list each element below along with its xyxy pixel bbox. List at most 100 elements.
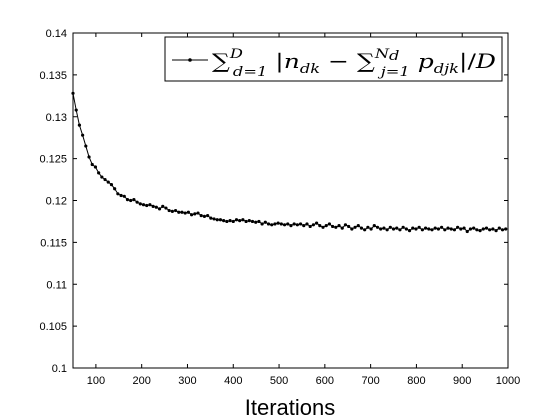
data-point bbox=[282, 223, 287, 227]
data-point bbox=[430, 228, 434, 232]
data-point bbox=[254, 220, 258, 224]
data-point bbox=[305, 222, 309, 226]
data-point bbox=[391, 227, 396, 231]
data-point bbox=[244, 219, 248, 224]
data-point bbox=[164, 206, 168, 210]
data-point bbox=[151, 204, 155, 208]
data-point bbox=[465, 229, 469, 234]
data-point bbox=[395, 226, 399, 230]
data-point bbox=[170, 209, 174, 213]
data-point bbox=[308, 224, 312, 229]
x-tick-label: 1000 bbox=[496, 375, 520, 387]
x-tick-label: 400 bbox=[224, 375, 242, 387]
data-point bbox=[340, 226, 344, 230]
data-point bbox=[113, 187, 117, 191]
data-point bbox=[247, 219, 251, 223]
data-point bbox=[414, 227, 418, 231]
data-point bbox=[427, 227, 431, 231]
series-layer bbox=[71, 91, 508, 234]
data-point bbox=[398, 228, 402, 232]
x-axis-ticks: 100 200 300 400 500 600 700 800 900 1000 bbox=[87, 33, 520, 387]
data-point bbox=[385, 228, 389, 232]
y-tick-label: 0.11 bbox=[46, 279, 67, 291]
data-point bbox=[289, 224, 293, 228]
data-point bbox=[263, 220, 267, 224]
data-point bbox=[90, 162, 94, 167]
data-point bbox=[334, 225, 338, 229]
data-point bbox=[436, 227, 440, 231]
data-point bbox=[462, 226, 466, 230]
data-point bbox=[154, 205, 158, 209]
data-point bbox=[84, 144, 88, 148]
data-point bbox=[225, 219, 229, 224]
data-point bbox=[456, 225, 460, 229]
y-tick-label: 0.125 bbox=[39, 154, 67, 166]
data-point bbox=[292, 222, 296, 226]
data-point bbox=[196, 211, 200, 215]
y-tick-label: 0.105 bbox=[39, 321, 67, 333]
data-point bbox=[202, 214, 207, 219]
data-point bbox=[116, 192, 120, 196]
data-point bbox=[359, 226, 364, 230]
data-point bbox=[193, 212, 197, 216]
data-point bbox=[318, 224, 322, 228]
data-point bbox=[215, 218, 219, 222]
data-point bbox=[270, 223, 274, 227]
data-point bbox=[356, 224, 360, 228]
x-tick-label: 700 bbox=[361, 375, 379, 387]
data-point bbox=[234, 218, 239, 222]
data-point bbox=[478, 229, 482, 233]
data-point bbox=[475, 228, 479, 232]
y-axis-ticks: 0.1 0.105 0.11 0.115 0.12 0.125 0.13 0.135 0.14 bbox=[39, 28, 508, 375]
data-point bbox=[315, 221, 319, 225]
data-point bbox=[372, 224, 376, 228]
legend-box bbox=[164, 36, 503, 82]
data-point bbox=[411, 226, 415, 230]
data-point bbox=[331, 224, 335, 229]
x-tick-label: 500 bbox=[270, 375, 288, 387]
data-point bbox=[135, 200, 139, 204]
data-point bbox=[337, 224, 341, 228]
data-point bbox=[324, 224, 328, 228]
data-point bbox=[161, 204, 165, 208]
data-point bbox=[459, 227, 463, 231]
data-point bbox=[145, 203, 149, 208]
data-point bbox=[321, 225, 325, 229]
data-point bbox=[157, 207, 162, 211]
data-point bbox=[228, 219, 232, 223]
x-tick-label: 100 bbox=[87, 375, 105, 387]
data-point bbox=[209, 216, 213, 220]
data-point bbox=[369, 227, 373, 231]
y-tick-label: 0.135 bbox=[39, 70, 67, 82]
y-tick-label: 0.14 bbox=[46, 28, 67, 40]
data-point bbox=[231, 219, 235, 224]
data-point bbox=[286, 222, 290, 226]
x-axis-title: Iterations bbox=[245, 395, 336, 420]
data-point bbox=[504, 227, 508, 231]
data-point bbox=[125, 198, 130, 202]
data-point bbox=[81, 133, 85, 137]
data-point bbox=[302, 224, 306, 228]
data-point bbox=[279, 222, 283, 226]
data-point bbox=[93, 165, 98, 169]
data-point bbox=[238, 219, 242, 223]
data-point bbox=[173, 208, 178, 213]
data-point bbox=[433, 226, 437, 230]
data-point bbox=[122, 194, 126, 198]
data-point bbox=[407, 229, 412, 233]
data-point bbox=[106, 180, 110, 184]
data-point bbox=[103, 177, 107, 182]
data-point bbox=[401, 225, 405, 229]
data-point bbox=[250, 219, 255, 224]
data-point bbox=[350, 227, 354, 231]
data-point bbox=[449, 227, 453, 231]
data-point bbox=[109, 182, 114, 187]
data-point bbox=[472, 226, 476, 230]
series-line bbox=[72, 93, 506, 233]
data-point bbox=[266, 222, 271, 226]
x-tick-label: 200 bbox=[133, 375, 151, 387]
x-tick-label: 300 bbox=[178, 375, 196, 387]
data-point bbox=[241, 218, 245, 222]
data-point bbox=[189, 213, 194, 217]
